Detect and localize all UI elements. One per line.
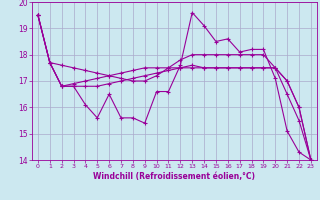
X-axis label: Windchill (Refroidissement éolien,°C): Windchill (Refroidissement éolien,°C): [93, 172, 255, 181]
